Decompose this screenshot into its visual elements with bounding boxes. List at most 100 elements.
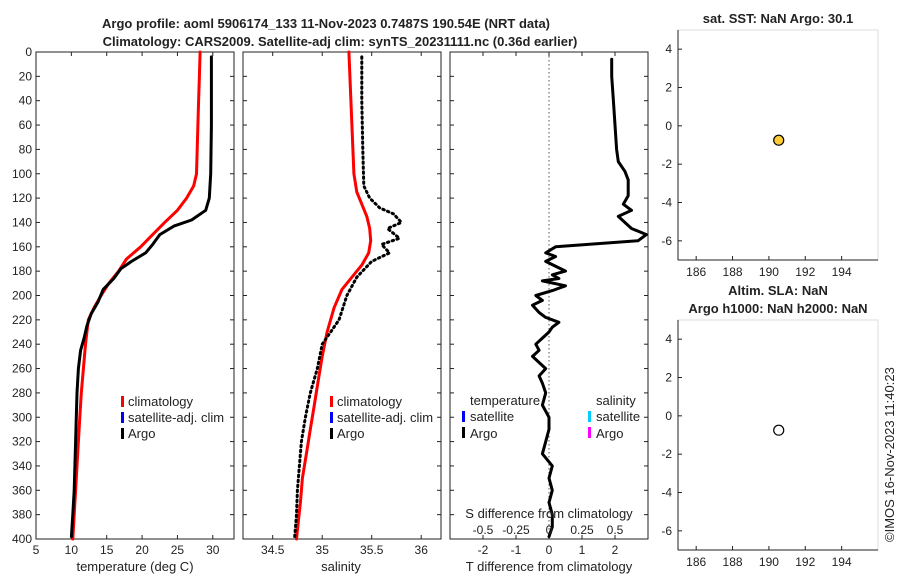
sla-title-line1: Altim. SLA: NaN <box>728 283 828 298</box>
x-tick-label: -2 <box>478 543 489 557</box>
y-tick-label: 380 <box>12 508 32 522</box>
y-tick-label: 100 <box>12 167 32 181</box>
x-tick-label: 36 <box>415 543 429 557</box>
x-tick-label: 188 <box>723 265 743 279</box>
sla-panel: Altim. SLA: NaN Argo h1000: NaN h2000: N… <box>661 283 879 569</box>
temperature-axes <box>35 51 235 540</box>
salinity-panel: 34.5 35 35.5 36 salinity climatology satell… <box>242 50 442 574</box>
y-tick-label: 220 <box>12 313 32 327</box>
x-tick-label: 25 <box>171 543 185 557</box>
x-tick-label: 10 <box>65 543 79 557</box>
data-point <box>773 134 785 146</box>
legend-swatch-s-satellite <box>588 411 591 422</box>
difference-panel: -2 -1 0 1 2 T difference from climatology S … <box>449 51 649 574</box>
timestamp: ©IMOS 16-Nov-2023 11:40:23 <box>882 367 897 542</box>
legend-label-satellite-clim: satellite-adj. clim <box>128 410 224 425</box>
y-tick-label: 0 <box>25 45 32 59</box>
legend-label-climatology: climatology <box>128 394 194 409</box>
legend-title-temperature: temperature <box>470 393 540 408</box>
difference-xlabel: T difference from climatology <box>466 559 633 574</box>
sla-title-line2: Argo h1000: NaN h2000: NaN <box>688 301 867 316</box>
y-tick-label: 120 <box>12 191 32 205</box>
y-tick-label: 400 <box>12 532 32 546</box>
legend-label-t-argo: Argo <box>470 426 497 441</box>
y-tick-label: 140 <box>12 215 32 229</box>
y-tick-label: -6 <box>661 524 672 538</box>
y-tick-label: 20 <box>19 69 33 83</box>
figure-title-line1: Argo profile: aoml 5906174_133 11-Nov-20… <box>102 16 550 31</box>
legend-label-s-satellite: satellite <box>596 409 640 424</box>
temperature-legend: climatology satellite-adj. clim Argo <box>121 394 224 441</box>
difference-legend: temperature salinity satellite Argo sate… <box>462 393 640 441</box>
y-tick-label: 160 <box>12 240 32 254</box>
x-tick-label: 194 <box>832 265 852 279</box>
x-tick-label: 35 <box>316 543 330 557</box>
s-tick-label: 0.5 <box>607 523 624 537</box>
legend-label-t-satellite: satellite <box>470 409 514 424</box>
x-tick-label: 2 <box>612 543 619 557</box>
x-tick-label: 20 <box>135 543 149 557</box>
salinity-axes <box>242 51 442 540</box>
y-tick-label: 60 <box>19 118 33 132</box>
series-line-argo <box>293 55 403 541</box>
x-tick-label: 0 <box>546 543 553 557</box>
y-tick-label: 180 <box>12 264 32 278</box>
y-tick-label: -6 <box>661 234 672 248</box>
x-tick-label: 186 <box>686 265 706 279</box>
legend-swatch-s-argo <box>588 427 591 438</box>
y-tick-label: 4 <box>665 332 672 346</box>
legend-label-argo: Argo <box>337 426 364 441</box>
y-tick-label: 2 <box>665 371 672 385</box>
x-tick-label: 34.5 <box>261 543 285 557</box>
y-tick-label: 40 <box>19 94 33 108</box>
s-difference-label: S difference from climatology <box>465 506 633 521</box>
legend-swatch-argo <box>330 428 333 439</box>
y-tick-label: 2 <box>665 81 672 95</box>
y-tick-label: 0 <box>665 409 672 423</box>
legend-swatch-satellite-clim <box>121 412 124 423</box>
legend-label-argo: Argo <box>128 426 155 441</box>
y-tick-label: 4 <box>665 42 672 56</box>
s-tick-label: 0.25 <box>570 523 594 537</box>
figure-title-line2: Climatology: CARS2009. Satellite-adj cli… <box>103 34 578 49</box>
salinity-xlabel: salinity <box>321 559 361 574</box>
y-tick-label: 200 <box>12 289 32 303</box>
x-tick-label: 30 <box>206 543 220 557</box>
x-tick-label: -1 <box>511 543 522 557</box>
y-tick-label: 80 <box>19 142 33 156</box>
temperature-xlabel: temperature (deg C) <box>76 559 193 574</box>
legend-label-climatology: climatology <box>337 394 403 409</box>
y-tick-label: -2 <box>661 447 672 461</box>
s-tick-label: -0.5 <box>473 523 494 537</box>
salinity-legend: climatology satellite-adj. clim Argo <box>330 394 433 441</box>
x-tick-label: 186 <box>686 555 706 569</box>
y-tick-label: -2 <box>661 157 672 171</box>
x-tick-label: 194 <box>832 555 852 569</box>
x-tick-label: 190 <box>759 265 779 279</box>
y-tick-label: 240 <box>12 337 32 351</box>
series-line-argo <box>69 55 213 539</box>
x-tick-label: 15 <box>100 543 114 557</box>
legend-swatch-climatology <box>330 396 333 407</box>
x-tick-label: 190 <box>759 555 779 569</box>
temperature-panel: 5 10 15 20 25 3002040608010012014016018020022… <box>12 45 235 574</box>
x-tick-label: 192 <box>795 265 815 279</box>
s-tick-label: -0.25 <box>502 523 530 537</box>
x-tick-label: 192 <box>795 555 815 569</box>
y-tick-label: 320 <box>12 435 32 449</box>
legend-swatch-t-satellite <box>462 411 465 422</box>
legend-swatch-climatology <box>121 396 124 407</box>
y-tick-label: 280 <box>12 386 32 400</box>
y-tick-label: 300 <box>12 410 32 424</box>
sst-title: sat. SST: NaN Argo: 30.1 <box>703 11 854 26</box>
y-tick-label: -4 <box>661 196 672 210</box>
legend-label-satellite-clim: satellite-adj. clim <box>337 410 433 425</box>
x-tick-label: 35.5 <box>360 543 384 557</box>
x-tick-label: 1 <box>579 543 586 557</box>
y-tick-label: -4 <box>661 486 672 500</box>
y-tick-label: 360 <box>12 483 32 497</box>
x-tick-label: 5 <box>33 543 40 557</box>
y-tick-label: 0 <box>665 119 672 133</box>
y-tick-label: 260 <box>12 362 32 376</box>
x-tick-label: 188 <box>723 555 743 569</box>
